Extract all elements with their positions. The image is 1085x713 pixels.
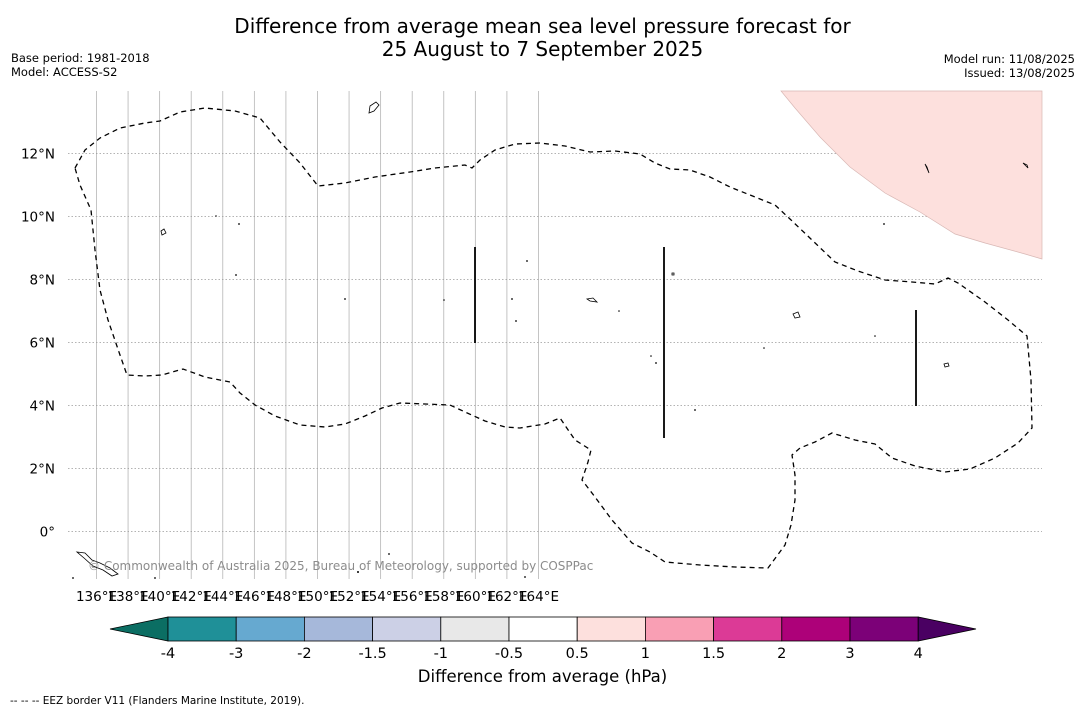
colorbar-tick: 3 (845, 646, 854, 662)
lon-label: 160°E (455, 589, 496, 605)
lat-label: 2°N (30, 462, 55, 478)
lon-label: 140°E (139, 589, 180, 605)
lon-label: 156°E (392, 589, 433, 605)
colorbar-tick: 2 (777, 646, 786, 662)
model-info: Base period: 1981-2018 Model: ACCESS-S2 (11, 51, 150, 79)
lon-label: 142°E (171, 589, 212, 605)
lon-label: 162°E (486, 589, 527, 605)
colorbar-segment (713, 616, 783, 642)
colorbar-segment (372, 616, 442, 642)
colorbar-tick: -2 (297, 646, 311, 662)
colorbar-tick: 4 (914, 646, 923, 662)
colorbar-tick: -0.5 (495, 646, 523, 662)
model-name: Model: ACCESS-S2 (11, 65, 118, 79)
colorbar-tick: 1 (641, 646, 650, 662)
boundary-markers (474, 247, 917, 438)
colorbar-extend-low (109, 616, 169, 642)
longitude-labels: 136°E138°E140°E142°E144°E146°E148°E150°E… (76, 589, 559, 605)
colorbar-tick: -4 (161, 646, 175, 662)
map-title: Difference from average mean sea level p… (0, 15, 1085, 61)
lat-label: 6°N (30, 336, 55, 352)
colorbar-tick: -1 (434, 646, 448, 662)
lon-label: 164°E (518, 589, 559, 605)
colorbar-extend-high (917, 616, 977, 642)
lat-label: 8°N (30, 273, 55, 289)
lon-label: 144°E (202, 589, 243, 605)
latitude-labels: 12°N 10°N 8°N 6°N 4°N 2°N 0° (21, 147, 55, 541)
lat-label: 4°N (30, 399, 55, 415)
model-run: Model run: 11/08/2025 (943, 52, 1075, 66)
island-dots (72, 215, 885, 579)
copyright-notice: © Commonwealth of Australia 2025, Bureau… (88, 559, 593, 573)
colorbar-tick: -1.5 (358, 646, 386, 662)
colorbar-tick: -3 (229, 646, 243, 662)
positive-anomaly-region (780, 90, 1043, 260)
colorbar-segment (508, 616, 578, 642)
lon-label: 154°E (360, 589, 401, 605)
run-info: Model run: 11/08/2025 Issued: 13/08/2025 (944, 52, 1075, 80)
title-line-1: Difference from average mean sea level p… (234, 14, 851, 38)
lat-label: 10°N (21, 210, 55, 226)
lon-label: 148°E (265, 589, 306, 605)
lat-label: 12°N (21, 147, 55, 163)
colorbar-segment (303, 616, 373, 642)
colorbar-segment (167, 616, 237, 642)
colorbar-segment (576, 616, 646, 642)
colorbar (109, 616, 977, 642)
eez-border (74, 107, 1033, 569)
lon-label: 136°E (76, 589, 117, 605)
colorbar-segment (849, 616, 919, 642)
lon-label: 158°E (423, 589, 464, 605)
colorbar-segment (645, 616, 715, 642)
islands (75, 101, 1029, 577)
colorbar-tick: 1.5 (702, 646, 725, 662)
colorbar-segment (440, 616, 510, 642)
gridlines (68, 91, 1042, 579)
title-line-2: 25 August to 7 September 2025 (381, 37, 704, 61)
lat-label: 0° (40, 525, 55, 541)
issued-date: Issued: 13/08/2025 (964, 66, 1075, 80)
base-period: Base period: 1981-2018 (11, 51, 150, 65)
colorbar-segment (781, 616, 851, 642)
lon-label: 138°E (108, 589, 149, 605)
colorbar-tick: 0.5 (566, 646, 589, 662)
lon-label: 152°E (329, 589, 370, 605)
eez-footnote: -- -- -- EEZ border V11 (Flanders Marine… (10, 695, 305, 707)
lon-label: 150°E (297, 589, 338, 605)
colorbar-segment (235, 616, 305, 642)
colorbar-tick-labels: -4 -3 -2 -1.5 -1 -0.5 0.5 1 1.5 2 3 4 (161, 646, 923, 662)
lon-label: 146°E (234, 589, 275, 605)
colorbar-label: Difference from average (hPa) (417, 667, 668, 686)
